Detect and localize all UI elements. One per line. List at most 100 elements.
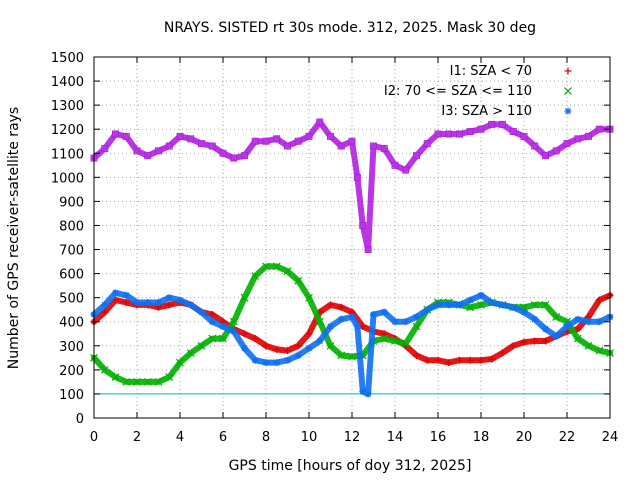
- series-3-point-d2: [370, 311, 377, 318]
- series-2-point: [348, 352, 356, 361]
- series-1-point: [101, 308, 109, 316]
- series-3-point-d2: [542, 325, 549, 332]
- series-layer: [90, 118, 614, 398]
- legend-marker-2-d2: [564, 87, 572, 95]
- series-4-point: [251, 137, 259, 145]
- series-4-point: [273, 135, 281, 143]
- x-tick-label: 12: [344, 430, 361, 445]
- series-1-point: [574, 325, 582, 333]
- series-3-point-d2: [133, 299, 141, 306]
- series-2-point: [337, 351, 346, 360]
- y-tick-label: 1100: [51, 147, 84, 162]
- series-3-point: [563, 323, 571, 331]
- series-1-point: [262, 342, 270, 350]
- series-3-point-d2: [252, 357, 259, 364]
- x-tick-label: 18: [473, 430, 490, 445]
- series-3-point: [294, 351, 302, 359]
- series-3-point-d2: [456, 301, 463, 308]
- series-2-point: [229, 317, 238, 326]
- legend-label-3: I3: SZA > 110: [441, 104, 532, 119]
- series-3-point-d2: [531, 316, 538, 323]
- series-3-point: [176, 296, 184, 304]
- x-axis-label: GPS time [hours of doy 312, 2025]: [229, 458, 472, 474]
- series-1-point: [595, 296, 603, 304]
- series-2-point-d2: [229, 317, 238, 326]
- series-3-point: [488, 298, 496, 306]
- series-2-point-d2: [283, 267, 292, 276]
- series-3-point-d2: [510, 304, 517, 311]
- legend-marker-1: [564, 67, 572, 75]
- series-3-point-d2: [262, 359, 270, 366]
- series-3-point: [144, 298, 152, 306]
- y-tick-label: 1300: [51, 99, 84, 114]
- series-2-point-d2: [240, 293, 249, 302]
- series-2-point-d2: [133, 377, 141, 386]
- series-2-point-d2: [100, 365, 109, 374]
- series-4-point: [241, 152, 248, 160]
- y-tick-label: 1400: [51, 75, 84, 90]
- series-2-point: [272, 262, 281, 271]
- series-4-point: [359, 221, 367, 229]
- series-4-point: [380, 144, 388, 152]
- series-3-point-d2: [381, 309, 388, 316]
- legend: I1: SZA < 70 I2: 70 <= SZA <= 110 I3: SZA …: [384, 64, 572, 119]
- series-3-point-d2: [112, 289, 119, 296]
- series-3-point: [466, 296, 474, 304]
- y-axis-ticks: 0 100 200 300 400 500 600 700 800 900 1000 1100 1200…: [51, 51, 610, 427]
- x-tick-label: 8: [262, 430, 270, 445]
- series-2-point: [315, 317, 324, 326]
- series-3-point-d2: [166, 294, 173, 301]
- series-3-point: [198, 308, 205, 316]
- series-4-point: [542, 152, 549, 160]
- series-3-point: [359, 388, 367, 396]
- series-4-point: [509, 128, 517, 136]
- series-3-point-d2: [316, 337, 323, 345]
- series-1-point: [466, 356, 474, 364]
- series-2-point: [294, 276, 303, 285]
- series-2-point: [186, 349, 195, 357]
- series-4-band: [91, 119, 613, 253]
- series-1-point: [305, 330, 313, 338]
- y-tick-label: 200: [59, 364, 84, 379]
- series-3-point-d2: [284, 357, 291, 364]
- y-tick-label: 600: [59, 268, 84, 283]
- series-4-point: [133, 147, 141, 155]
- series-3-point-d2: [338, 316, 345, 323]
- series-2-point: [391, 337, 399, 345]
- series-2-point: [240, 293, 249, 302]
- series-3-point-d2: [520, 309, 528, 316]
- series-3-point-d2: [596, 318, 603, 325]
- series-3-point: [251, 356, 259, 364]
- series-2-point: [401, 339, 410, 348]
- series-3-point-d2: [434, 301, 442, 308]
- series-1-point: [284, 347, 291, 355]
- series-3-point: [595, 318, 603, 326]
- series-3-point: [316, 337, 324, 345]
- series-2-point: [219, 334, 227, 343]
- y-tick-label: 500: [59, 292, 84, 307]
- legend-marker-3-d2: [564, 107, 572, 115]
- series-3-point: [445, 301, 453, 309]
- series-3-point: [552, 332, 560, 340]
- x-tick-label: 22: [559, 430, 576, 445]
- series-4-point: [423, 140, 431, 148]
- series-4-point: [364, 246, 372, 254]
- y-tick-label: 300: [59, 340, 84, 355]
- series-4-point: [101, 144, 109, 152]
- series-4-point: [187, 135, 195, 143]
- series-2-point-d2: [154, 377, 163, 386]
- series-4-point: [595, 125, 603, 133]
- series-3-point-d2: [101, 301, 108, 308]
- series-4-point: [488, 120, 496, 128]
- series-3-point: [219, 323, 227, 331]
- series-2-point: [552, 312, 561, 321]
- series-3-point: [542, 325, 549, 333]
- series-1-point: [520, 338, 528, 346]
- series-3-point-d2: [209, 318, 216, 325]
- x-tick-label: 20: [516, 430, 533, 445]
- series-4-point: [477, 125, 485, 133]
- series-2-point-d2: [391, 337, 399, 345]
- series-3-point-d2: [348, 313, 356, 320]
- series-4-point: [370, 142, 377, 150]
